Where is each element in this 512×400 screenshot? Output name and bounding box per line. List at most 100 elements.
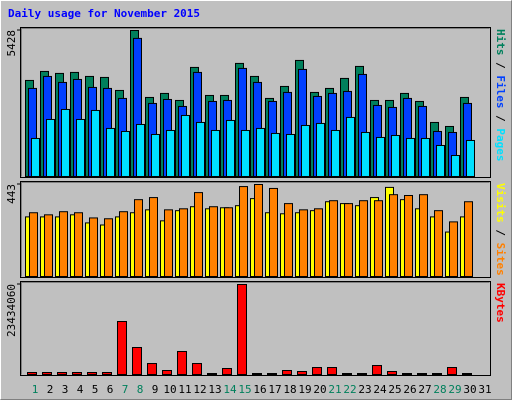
x-tick-label: 9 [152, 383, 159, 396]
bar [464, 201, 473, 277]
x-tick-label: 13 [208, 383, 221, 396]
x-tick-label: 20 [313, 383, 326, 396]
legend-separator: / [494, 109, 507, 129]
bar [462, 373, 472, 376]
bar [316, 122, 325, 177]
bar [417, 373, 427, 376]
bar [57, 372, 67, 375]
bar [181, 114, 190, 178]
bar [117, 321, 127, 375]
bar [432, 373, 442, 376]
bar [72, 372, 82, 375]
x-tick-label: 23 [358, 383, 371, 396]
bar [74, 212, 83, 277]
x-tick-label: 7 [122, 383, 129, 396]
bar [419, 194, 428, 277]
legend-entry: Files [494, 75, 507, 108]
x-tick-label: 12 [193, 383, 206, 396]
bar [134, 199, 143, 278]
bar [76, 118, 85, 178]
x-tick-label: 29 [448, 383, 461, 396]
bar [359, 200, 368, 277]
bar [269, 187, 278, 278]
bar [222, 368, 232, 376]
bar [121, 130, 130, 177]
x-tick-label: 21 [328, 383, 341, 396]
bar [451, 154, 460, 177]
x-tick-label: 26 [403, 383, 416, 396]
legend: Hits / Files / Pages [494, 29, 507, 162]
x-tick-label: 6 [107, 383, 114, 396]
bar [406, 137, 415, 178]
bar [252, 373, 262, 376]
bar [164, 209, 173, 278]
bar [27, 372, 37, 375]
bar [239, 186, 248, 277]
bar [314, 208, 323, 278]
bar [329, 200, 338, 277]
bar [224, 207, 233, 278]
bar [44, 214, 53, 277]
bar [271, 132, 280, 178]
y-tick-label: 23434060 [5, 284, 18, 337]
x-tick-label: 30 [463, 383, 476, 396]
bar [286, 133, 295, 177]
bar [282, 370, 292, 376]
legend: KBytes [494, 283, 507, 323]
x-tick-label: 22 [343, 383, 356, 396]
bar [61, 108, 70, 177]
bar [331, 129, 340, 177]
bar [104, 218, 113, 278]
legend-entry: Pages [494, 128, 507, 161]
bar [297, 371, 307, 376]
x-tick-label: 11 [178, 383, 191, 396]
bar [376, 136, 385, 178]
x-tick-label: 2 [47, 383, 54, 396]
legend-separator: / [494, 56, 507, 76]
bar [254, 184, 263, 277]
bar [312, 367, 322, 375]
bar [256, 127, 265, 177]
bar [299, 209, 308, 278]
bar [387, 371, 397, 376]
bar [102, 372, 112, 375]
x-tick-label: 28 [433, 383, 446, 396]
y-tick-label: 443 [5, 184, 18, 204]
legend-entry: Sites [494, 243, 507, 276]
bar [391, 134, 400, 177]
x-tick-label: 27 [418, 383, 431, 396]
bar [42, 372, 52, 375]
bar [344, 203, 353, 277]
bar [434, 210, 443, 277]
bar [166, 129, 175, 177]
bar [211, 129, 220, 177]
x-tick-label: 1 [32, 383, 39, 396]
bar [194, 192, 203, 277]
bar [192, 363, 202, 376]
x-tick-label: 3 [62, 383, 69, 396]
panel-frame [20, 281, 491, 376]
bar [436, 144, 445, 178]
bar [301, 124, 310, 177]
x-tick-label: 16 [253, 383, 266, 396]
panel-bevel [21, 182, 490, 277]
panel-bevel [21, 282, 490, 375]
bar [327, 367, 337, 375]
bar [404, 195, 413, 277]
x-tick-label: 8 [137, 383, 144, 396]
bar [389, 194, 398, 277]
bar [151, 133, 160, 177]
bar [267, 373, 277, 376]
bar [147, 363, 157, 376]
bar [29, 212, 38, 277]
legend-entry: Hits [494, 29, 507, 56]
x-tick-label: 19 [298, 383, 311, 396]
legend-separator: / [494, 223, 507, 243]
bar [374, 200, 383, 277]
bar [31, 137, 40, 178]
x-tick-label: 24 [373, 383, 387, 396]
bar [346, 116, 355, 177]
bar [162, 370, 172, 376]
